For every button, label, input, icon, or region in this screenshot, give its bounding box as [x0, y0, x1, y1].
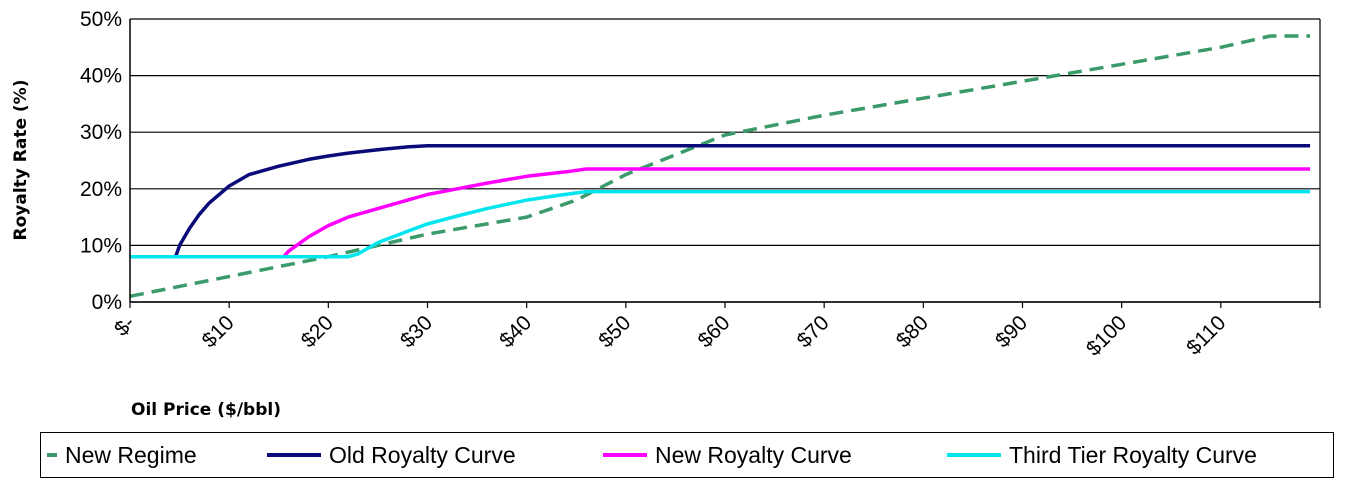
series-lines	[129, 34, 1311, 299]
y-tick-label: 50%	[80, 8, 122, 31]
x-tick-label: $100	[1082, 311, 1131, 360]
x-tick-label: $110	[1182, 311, 1230, 359]
x-tick-label: $80	[892, 311, 933, 352]
x-tick-labels: $- $10 $20 $30 $40 $50 $60 $70 $80 $90 $100 $110	[110, 311, 1230, 360]
legend-swatch	[267, 453, 321, 457]
chart-legend: New Regime Old Royalty Curve New Royalty C…	[40, 432, 1334, 478]
legend-swatch	[947, 453, 1001, 457]
legend-label: Third Tier Royalty Curve	[1009, 441, 1257, 468]
x-tick-label: $10	[198, 311, 239, 352]
legend-label: New Regime	[65, 441, 197, 468]
legend-label: Old Royalty Curve	[329, 441, 516, 468]
line-chart: 0% 10% 20% 30% 40% 50% $- $10 $20 $30 $40 $50 $60 $7…	[11, 8, 1321, 420]
legend-swatch	[47, 453, 57, 457]
y-tick-label: 40%	[80, 65, 122, 88]
x-tick-label: $-	[110, 311, 139, 340]
legend-label: New Royalty Curve	[655, 441, 852, 468]
x-tick-label: $70	[793, 311, 834, 352]
legend-swatch	[603, 453, 647, 457]
y-axis-title: Royalty Rate (%)	[11, 80, 31, 241]
y-tick-labels: 0% 10% 20% 30% 40% 50%	[80, 8, 122, 314]
x-axis-title: Oil Price ($/bbl)	[131, 400, 281, 420]
series-line-new-royalty-curve	[130, 167, 1311, 259]
x-tick-label: $90	[991, 311, 1032, 352]
legend-item: Old Royalty Curve	[267, 433, 516, 477]
axes	[129, 19, 1321, 308]
y-tick-label: 30%	[80, 121, 122, 144]
x-tick-label: $40	[495, 311, 536, 352]
y-tick-label: 10%	[80, 234, 122, 257]
legend-item: New Regime	[47, 433, 197, 477]
legend-item: New Royalty Curve	[603, 433, 852, 477]
series-line-new-regime	[129, 34, 1311, 299]
y-tick-label: 20%	[80, 178, 122, 201]
x-tick-label: $50	[594, 311, 635, 352]
x-tick-label: $30	[396, 311, 437, 352]
legend-item: Third Tier Royalty Curve	[947, 433, 1257, 477]
series-line-third-tier-royalty-curve	[130, 189, 1311, 259]
series-line-old-royalty-curve	[130, 144, 1311, 259]
x-tick-label: $60	[693, 311, 734, 352]
y-tick-label: 0%	[92, 291, 122, 314]
x-tick-label: $20	[297, 311, 338, 352]
